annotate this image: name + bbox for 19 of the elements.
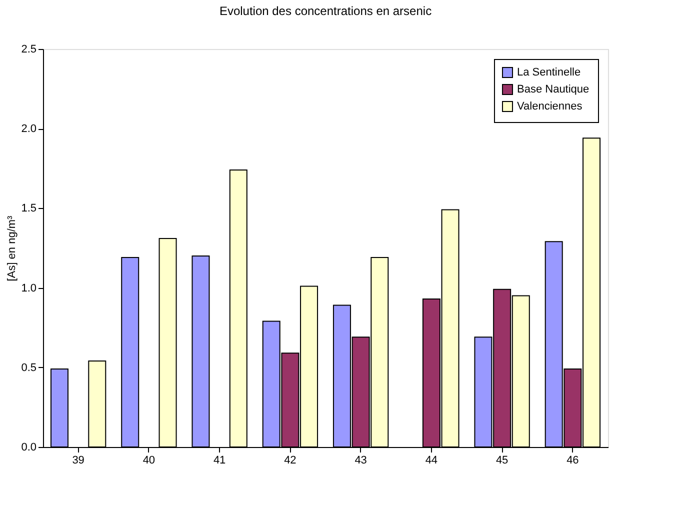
- y-axis-title: [As] en ng/m³: [6, 215, 18, 282]
- chart-title: Evolution des concentrations en arsenic: [219, 4, 432, 18]
- x-tick-label: 44: [425, 454, 438, 466]
- y-tick-label: 2.0: [21, 123, 36, 136]
- x-tick-label: 39: [72, 454, 84, 466]
- y-tick-label: 1.0: [21, 282, 36, 294]
- x-tick-label: 41: [213, 454, 226, 466]
- legend-label: La Sentinelle: [517, 66, 581, 78]
- y-tick-label: 2.5: [21, 44, 36, 56]
- x-tick-label: 46: [566, 454, 579, 466]
- x-tick-label: 45: [496, 454, 508, 466]
- legend-label: Valenciennes: [517, 100, 583, 112]
- y-tick-label: 0.5: [21, 362, 36, 374]
- y-tick-label: 0.0: [21, 442, 36, 454]
- x-tick-label: 40: [142, 454, 156, 466]
- x-tick-label: 42: [284, 454, 296, 466]
- y-tick-label: 1.5: [21, 202, 36, 215]
- legend-label: Base Nautique: [517, 84, 590, 96]
- x-tick-label: 43: [354, 454, 367, 466]
